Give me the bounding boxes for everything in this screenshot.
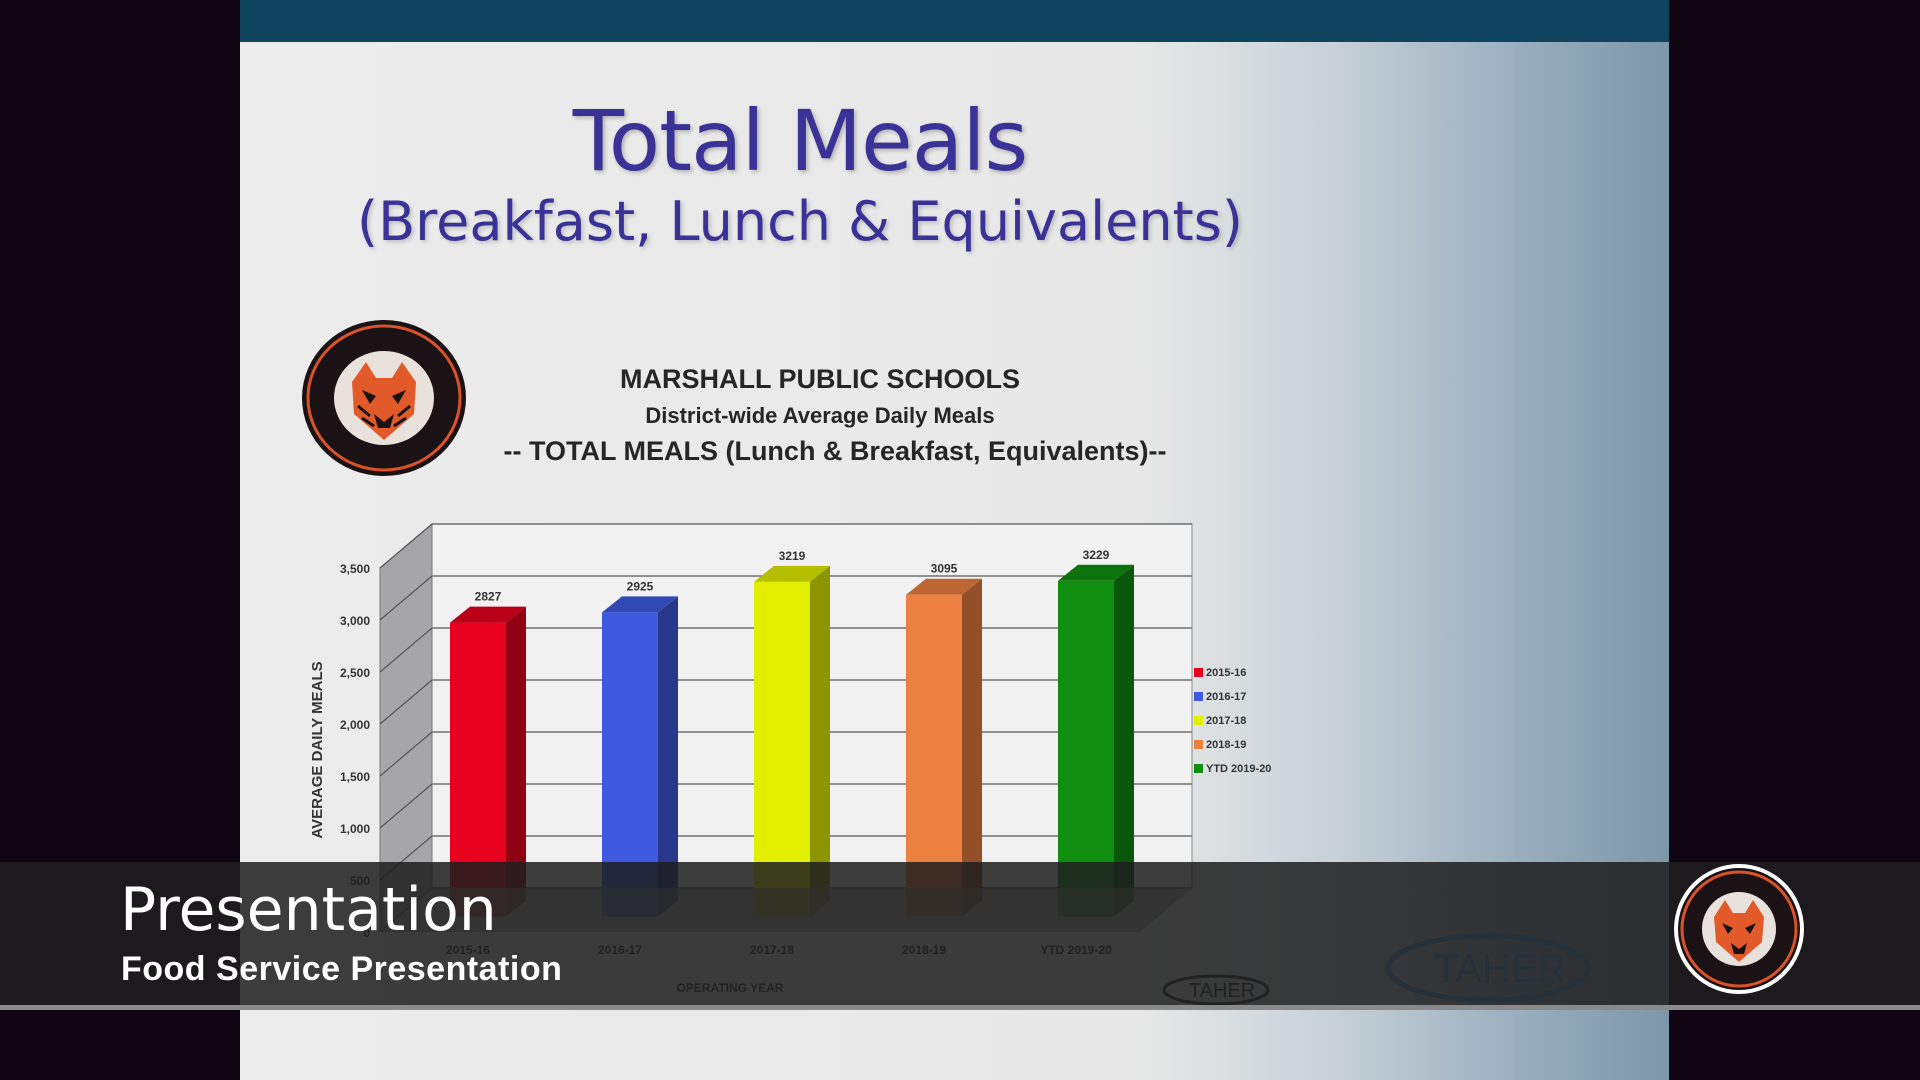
legend-entry: 2016-17 xyxy=(1206,691,1246,703)
y-tick-label: 1,000 xyxy=(340,822,370,836)
y-tick-label: 3,000 xyxy=(340,614,370,628)
lower-third-divider xyxy=(0,1005,1920,1010)
bar-top xyxy=(754,565,830,582)
y-tick-label: 3,500 xyxy=(340,562,370,576)
y-tick-label: 2,500 xyxy=(340,666,370,680)
legend-entry: 2018-19 xyxy=(1206,739,1246,751)
bar-front xyxy=(754,581,810,917)
y-axis-title: AVERAGE DAILY MEALS xyxy=(309,661,326,838)
data-label: 3219 xyxy=(779,549,806,563)
legend-entry: 2017-18 xyxy=(1206,715,1246,727)
lower-third-title: Presentation xyxy=(120,875,497,945)
bar-side xyxy=(810,565,830,917)
bar-side xyxy=(506,606,526,917)
data-label: 3229 xyxy=(1083,548,1110,562)
presentation-slide: Total Meals (Breakfast, Lunch & Equivale… xyxy=(240,0,1669,1080)
legend-swatch xyxy=(1194,740,1203,749)
gridline xyxy=(379,523,1192,569)
lower-third-bar xyxy=(0,862,1920,1010)
slide-subtitle: (Breakfast, Lunch & Equivalents) xyxy=(357,190,1243,253)
bar-ytd-2019-20 xyxy=(1058,564,1134,917)
bar-top xyxy=(906,578,982,595)
bar-top xyxy=(450,606,526,623)
data-label: 2925 xyxy=(627,579,654,593)
lower-third-subtitle: Food Service Presentation xyxy=(121,950,563,988)
legend-entry: YTD 2019-20 xyxy=(1206,763,1271,775)
y-tick-label: 2,000 xyxy=(340,718,370,732)
taher-logo: TAHER xyxy=(1385,933,1591,1003)
taher-logo-text: TAHER xyxy=(1434,947,1567,991)
chart-heading-total: -- TOTAL MEALS (Lunch & Breakfast, Equiv… xyxy=(503,436,1167,466)
school-seal-corner-logo xyxy=(1674,864,1804,994)
legend-swatch xyxy=(1194,692,1203,701)
bar-top xyxy=(602,596,678,613)
bar-2017-18 xyxy=(754,565,830,917)
legend-swatch xyxy=(1194,668,1203,677)
bar-side xyxy=(962,578,982,917)
legend-entry: 2015-16 xyxy=(1206,667,1246,679)
y-tick-label: 1,500 xyxy=(340,770,370,784)
bar-top xyxy=(1058,564,1134,581)
chart-heading-school: MARSHALL PUBLIC SCHOOLS xyxy=(619,364,1020,394)
legend-swatch xyxy=(1194,716,1203,725)
bar-side xyxy=(1114,564,1134,917)
slide-top-bar xyxy=(240,0,1669,42)
chart-heading-desc: District-wide Average Daily Meals xyxy=(645,403,995,428)
school-seal-logo xyxy=(302,320,466,476)
legend-swatch xyxy=(1194,764,1203,773)
bar-front xyxy=(1058,580,1114,917)
data-label: 2827 xyxy=(475,590,502,604)
bar-chart: 05001,0001,5002,0002,5003,0003,500282720… xyxy=(309,522,1271,995)
bar-side xyxy=(658,596,678,917)
gridline xyxy=(379,575,1192,621)
slide-title: Total Meals xyxy=(572,92,1029,190)
data-label: 3095 xyxy=(931,562,958,576)
